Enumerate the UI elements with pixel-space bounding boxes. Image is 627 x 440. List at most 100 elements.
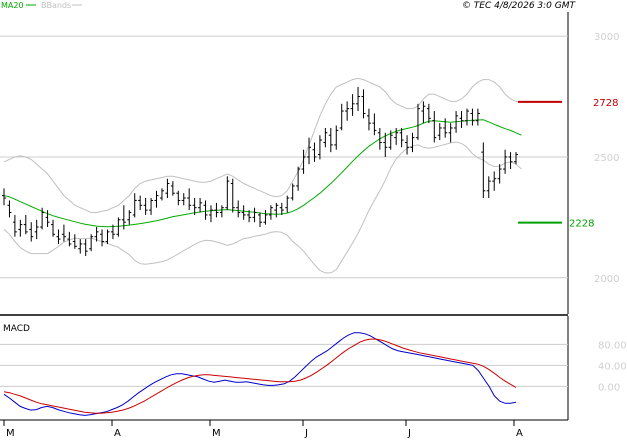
month-tick-label: M: [6, 428, 15, 439]
ohlc-bar: [236, 200, 241, 218]
ohlc-bar: [307, 137, 312, 165]
ohlc-bar: [198, 198, 203, 213]
ohlc-bar: [464, 108, 469, 126]
ohlc-bar: [110, 224, 115, 240]
ohlc-bar: [394, 127, 399, 145]
ohlc-bar: [323, 127, 328, 148]
ohlc-bar: [486, 176, 491, 199]
resistance-label: 2728: [593, 98, 618, 109]
ohlc-bar: [410, 132, 415, 153]
ohlc-bar: [154, 190, 159, 208]
ma20-path: [3, 119, 522, 228]
ohlc-bar: [61, 224, 66, 242]
ohlc-bar: [143, 198, 148, 215]
ohlc-bar: [51, 219, 56, 237]
ohlc-bar: [274, 202, 279, 218]
ohlc-bar: [459, 111, 464, 128]
ohlc-bar: [503, 149, 508, 174]
bollinger-bands: [3, 77, 522, 274]
ohlc-bar: [40, 207, 45, 230]
ohlc-bar: [290, 183, 295, 201]
ohlc-bar: [67, 231, 72, 247]
ohlc-bar: [426, 103, 431, 124]
ohlc-bar: [181, 193, 186, 206]
ohlc-bar: [78, 239, 83, 254]
ohlc-bar: [334, 125, 339, 150]
ohlc-bar: [372, 113, 377, 136]
ma20-line: [3, 119, 522, 228]
ohlc-bar: [12, 214, 17, 237]
ohlc-bar: [258, 212, 262, 228]
ohlc-bar: [296, 166, 301, 191]
macd-grid: [0, 343, 568, 387]
ohlc-bar: [383, 132, 388, 157]
price-tick-label: 3000: [594, 32, 619, 43]
ohlc-bar: [105, 229, 110, 244]
macd-tick-label: 0.00: [598, 382, 620, 393]
frames: [0, 12, 569, 421]
ohlc-bar: [94, 227, 99, 242]
ohlc-bar: [116, 217, 121, 237]
ohlc-bar: [23, 214, 28, 235]
price-levels: 2728 2228: [518, 98, 618, 230]
ohlc-bar: [45, 210, 50, 228]
price-bars: [2, 86, 518, 257]
ohlc-bar: [89, 234, 94, 252]
ohlc-bar: [366, 108, 371, 131]
macd-signal-line: [3, 338, 517, 414]
ohlc-bar: [18, 219, 23, 237]
ohlc-bar: [127, 210, 132, 225]
macd-y-axis: 0.00 40.00 80.00: [598, 340, 627, 393]
ohlc-bar: [100, 229, 105, 247]
ohlc-bar: [350, 94, 355, 116]
ohlc-bar: [165, 178, 170, 199]
ohlc-bar: [356, 86, 361, 112]
price-y-axis: 2000 2500 3000: [594, 32, 619, 285]
ohlc-bar: [437, 123, 442, 141]
ohlc-bar: [170, 181, 175, 196]
ohlc-bar: [492, 171, 497, 191]
legend: MA20 BBands: [1, 1, 82, 10]
ohlc-bar: [454, 111, 459, 133]
ohlc-bar: [497, 164, 502, 184]
ohlc-bar: [268, 205, 273, 220]
macd-title: MACD: [3, 324, 30, 334]
ohlc-bar: [285, 195, 290, 213]
ohlc-bar: [448, 123, 453, 143]
ohlc-bar: [361, 89, 366, 119]
ohlc-bar: [399, 127, 404, 148]
legend-ma20-label: MA20: [1, 1, 24, 10]
ohlc-bar: [301, 149, 306, 174]
ohlc-bar: [475, 108, 480, 126]
ohlc-bar: [317, 135, 322, 160]
month-tick-label: M: [212, 428, 221, 439]
macd-lines: [3, 332, 517, 416]
ohlc-bar: [514, 152, 518, 165]
ohlc-bar: [72, 234, 77, 249]
ohlc-bar: [443, 118, 448, 138]
price-tick-label: 2000: [594, 274, 619, 285]
ohlc-bar: [29, 222, 34, 242]
ohlc-bar: [508, 152, 513, 170]
grid: [0, 35, 568, 279]
ohlc-bar: [470, 108, 475, 126]
ohlc-bar: [388, 130, 393, 150]
copyright-timestamp: © TEC 4/8/2026 3:0 GMT: [462, 1, 577, 11]
bbands-lower-line: [3, 141, 522, 274]
ohlc-bar: [203, 200, 208, 220]
macd-tick-label: 40.00: [598, 361, 627, 372]
ohlc-bar: [176, 190, 181, 206]
ohlc-bar: [339, 103, 344, 131]
ohlc-bar: [187, 188, 192, 211]
bbands-upper-line: [3, 77, 522, 213]
price-tick-label: 2500: [594, 153, 619, 164]
ohlc-bar: [208, 205, 213, 223]
ohlc-bar: [83, 239, 88, 257]
macd-line: [3, 332, 517, 416]
ohlc-bar: [219, 205, 224, 218]
ohlc-bar: [377, 127, 382, 150]
ohlc-bar: [214, 202, 219, 218]
ohlc-bar: [159, 188, 164, 201]
ohlc-bar: [2, 188, 6, 206]
